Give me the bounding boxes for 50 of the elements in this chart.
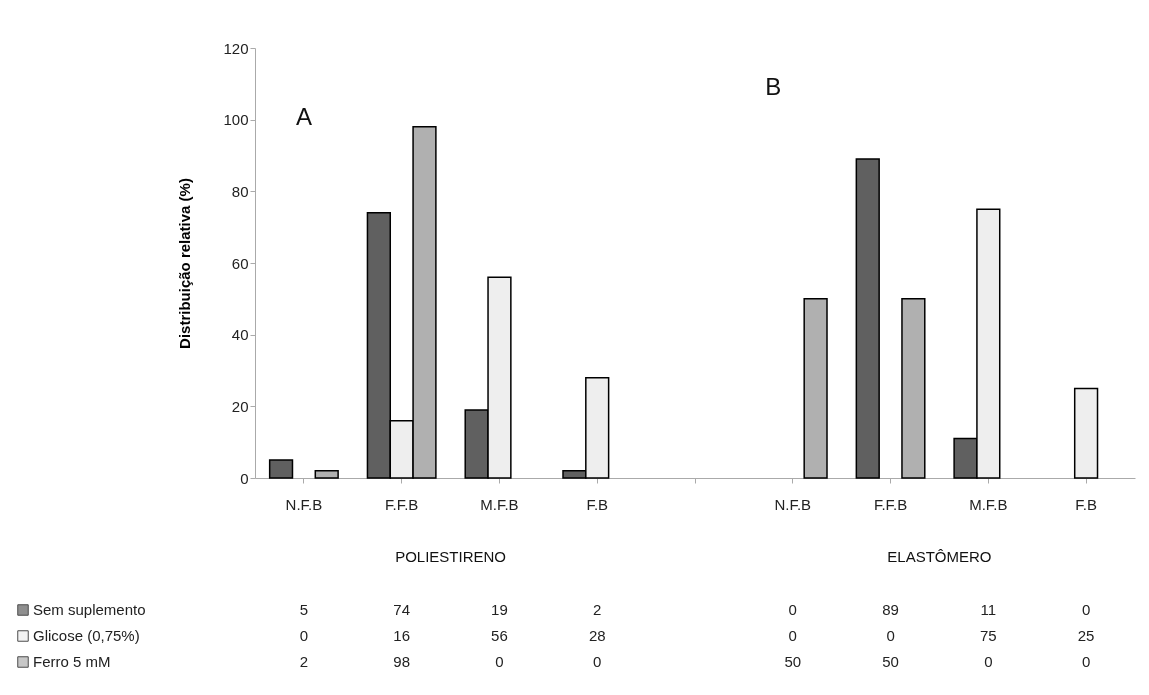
- data-label: 0: [788, 627, 797, 644]
- legend-label: Sem suplemento: [33, 601, 146, 618]
- y-tick-label: 20: [231, 397, 249, 415]
- data-label: 98: [393, 653, 411, 670]
- annotation: B: [765, 73, 782, 100]
- legend-label: Glicose (0,75%): [33, 627, 140, 644]
- annotation: A: [295, 103, 312, 130]
- data-label: 75: [979, 627, 997, 644]
- data-label: 0: [984, 653, 993, 670]
- bar: [855, 158, 880, 479]
- data-label: 0: [788, 601, 797, 618]
- data-label: 74: [393, 601, 411, 618]
- data-label: 0: [495, 653, 504, 670]
- bar: [1073, 387, 1099, 479]
- y-tick-label: 60: [231, 254, 249, 272]
- y-tick-label: 100: [223, 111, 249, 129]
- text: POLIESTIRENO: [395, 548, 506, 565]
- x-tick-label: F.B: [586, 495, 609, 513]
- data-label: 0: [1081, 653, 1091, 670]
- x-tick-label: M.F.B: [480, 495, 519, 513]
- data-label: 28: [588, 627, 606, 644]
- y-axis-title: Distribuição relativa (%): [176, 178, 194, 349]
- data-label: 0: [299, 627, 309, 644]
- y-tick-label: 40: [231, 326, 249, 344]
- data-label: 16: [393, 627, 411, 644]
- x-tick-label: F.B: [1075, 495, 1097, 513]
- data-label: 2: [299, 653, 309, 670]
- x-tick-label: N.F.B: [774, 495, 812, 513]
- data-label: 50: [882, 653, 899, 670]
- data-label: 25: [1077, 627, 1095, 644]
- data-label: 0: [1081, 601, 1091, 618]
- data-label: 2: [593, 601, 602, 618]
- data-label: 89: [882, 601, 899, 618]
- legend-label: Ferro 5 mM: [33, 653, 111, 670]
- data-label: 5: [299, 601, 309, 618]
- y-tick-label: 120: [223, 39, 249, 57]
- data-label: 50: [784, 653, 802, 670]
- x-tick-label: M.F.B: [969, 495, 1008, 513]
- bar: [268, 459, 294, 479]
- data-label: 0: [593, 653, 602, 670]
- data-label: 56: [491, 627, 508, 644]
- x-tick-label: N.F.B: [285, 495, 323, 513]
- x-tick-label: F.F.B: [873, 495, 908, 513]
- y-tick-label: 80: [231, 182, 249, 200]
- x-tick-label: F.F.B: [384, 495, 419, 513]
- data-label: 0: [886, 627, 895, 644]
- data-label: 11: [980, 601, 997, 618]
- y-tick-label: 0: [240, 469, 249, 487]
- data-label: 19: [491, 601, 508, 618]
- text: ELASTÔMERO: [887, 548, 992, 565]
